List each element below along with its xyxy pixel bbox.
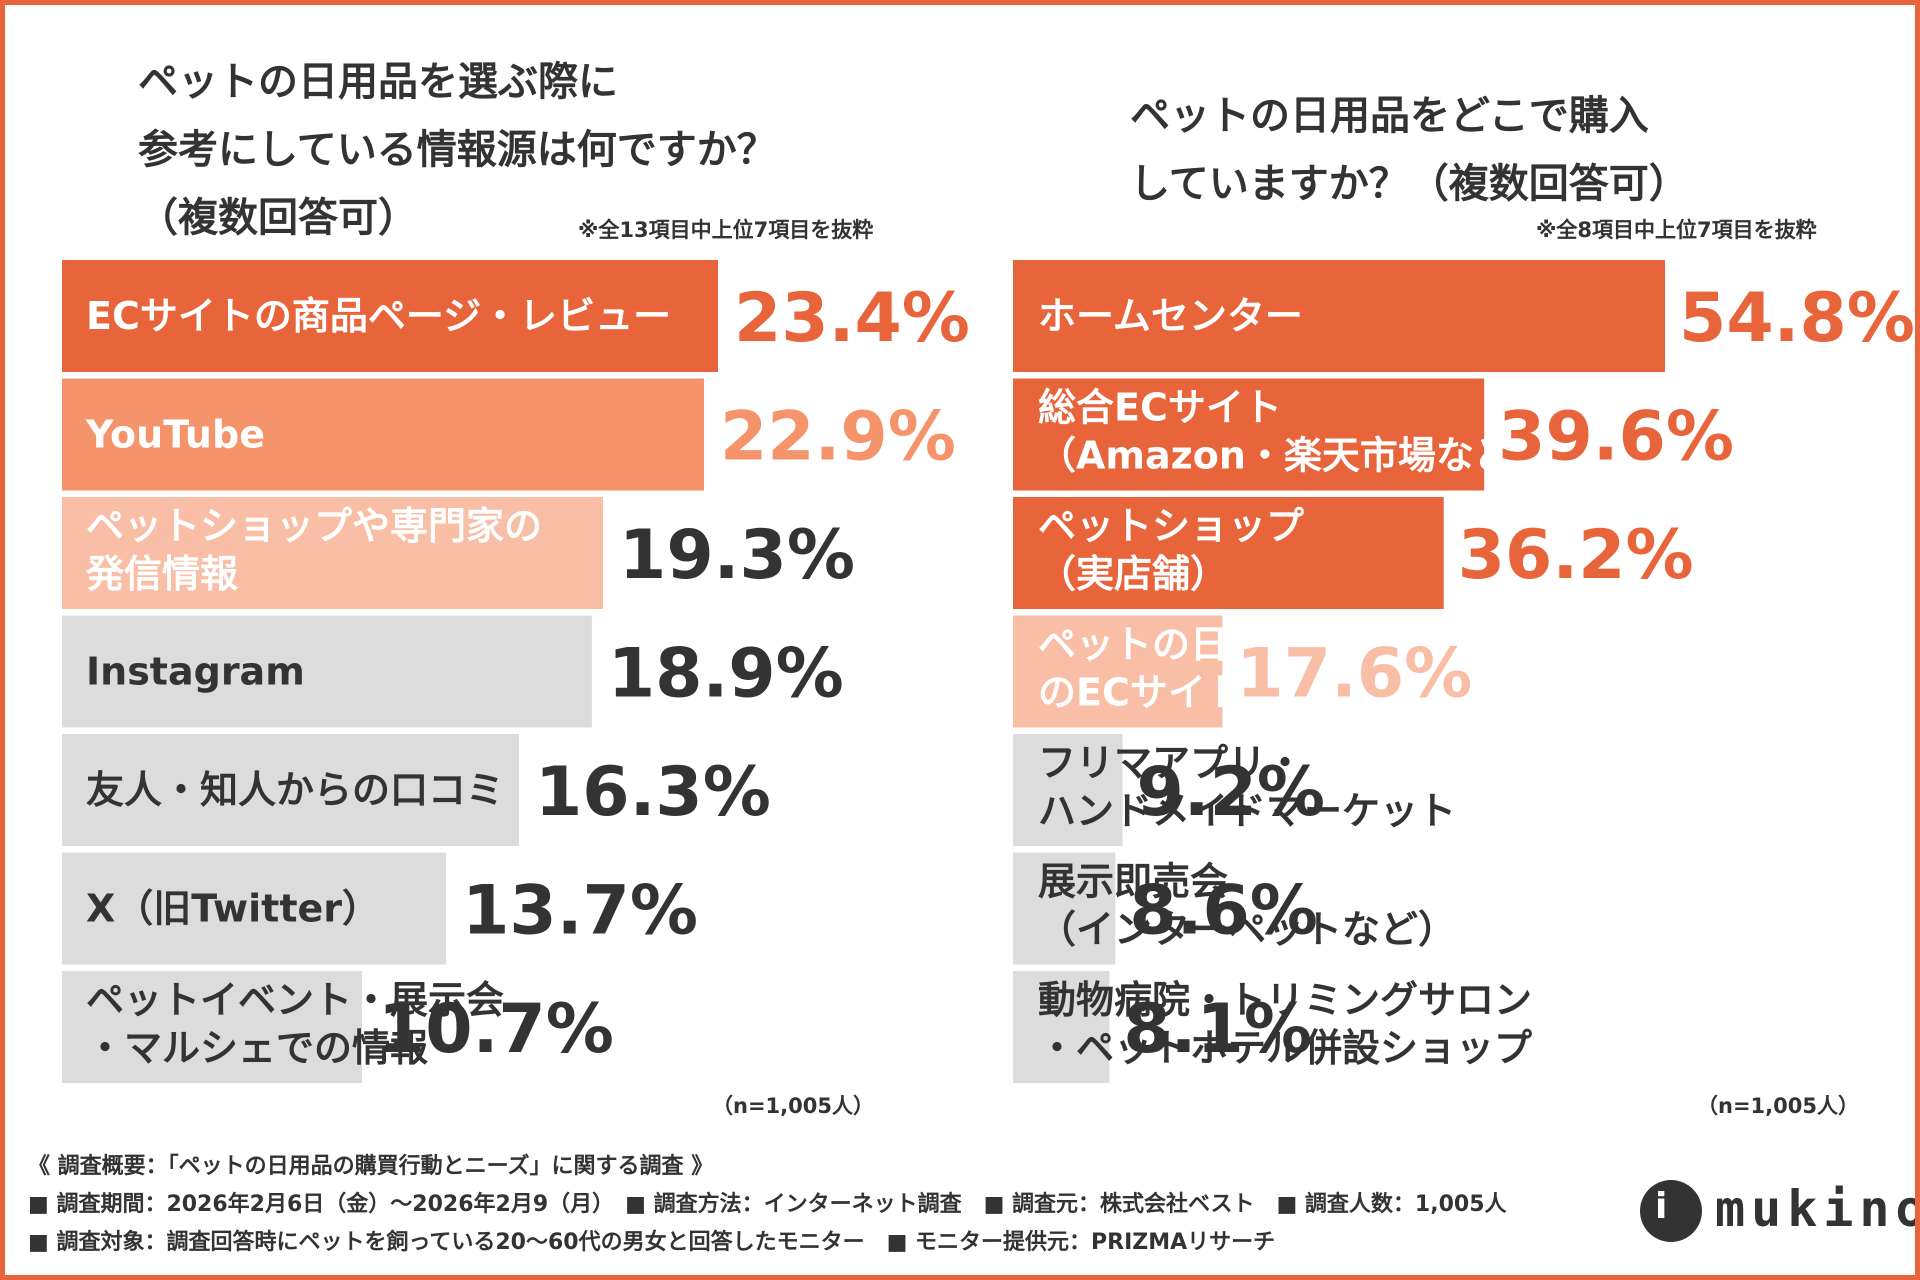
right-bar-label-5: フリマアプリ・ハンドメイドマーケット	[1038, 741, 1456, 833]
right-bar-4	[1013, 615, 1223, 728]
right-bar-label-4: ペットの日用品専門のECサイト	[1038, 623, 1380, 715]
right-bar-label-2: 総合ECサイト（Amazon・楽天市場など）	[1038, 386, 1550, 478]
right-bar-label-3: ペットショップ（実店舗）	[1038, 504, 1304, 596]
logo-wordmark: mukino	[1715, 1180, 1920, 1238]
left-value-label-4: 18.9%	[608, 635, 844, 714]
left-chart-note: ※全13項目中上位7項目を抜粋	[578, 218, 874, 242]
left-bar-4	[62, 615, 592, 728]
right-bar-5	[1013, 734, 1123, 846]
left-bar-1	[62, 260, 718, 372]
left-value-label-6: 13.7%	[462, 872, 698, 951]
logo-mark-letter: i	[1655, 1186, 1668, 1227]
right-value-label-1: 54.8%	[1679, 279, 1915, 358]
right-value-label-7: 8.1%	[1123, 990, 1312, 1069]
left-bar-label-6: X（旧Twitter）	[86, 887, 380, 931]
right-bar-2	[1013, 378, 1485, 491]
right-bar-label-1: ホームセンター	[1038, 294, 1303, 338]
mukino-logo: i mukino	[1640, 1178, 1920, 1250]
left-bar-label-4: Instagram	[86, 650, 305, 694]
left-bar-6	[62, 852, 447, 965]
right-bar-chart: ホームセンター 54.8% 総合ECサイト（Amazon・楽天市場など）39.6% ペ…	[1013, 260, 1915, 1083]
left-bar-label-2: YouTube	[85, 413, 265, 457]
left-value-label-1: 23.4%	[734, 279, 970, 358]
right-value-label-3: 36.2%	[1458, 516, 1694, 595]
right-value-label-5: 9.2%	[1136, 753, 1325, 832]
right-bar-6	[1013, 852, 1116, 965]
right-bar-label-6: 展示即売会（インターペットなど）	[1038, 860, 1456, 952]
left-bar-chart: ECサイトの商品ページ・レビュー 23.4% YouTube 22.9% ペットショップ…	[62, 260, 970, 1083]
left-bar-label-7: ペットイベント・展示会・マルシェでの情報	[86, 978, 504, 1070]
right-bar-3	[1013, 497, 1444, 609]
survey-target-line: ■ 調査対象：調査回答時にペットを飼っている20～60代の男女と回答したモニター…	[28, 1230, 1276, 1255]
left-bar-3	[62, 497, 604, 609]
survey-overview-heading: 《 調査概要：「ペットの日用品の購買行動とニーズ」に関する調査 》	[28, 1154, 714, 1179]
survey-details-line: ■ 調査期間：2026年2月6日（金）～2026年2月9（月） ■ 調査方法：イ…	[28, 1192, 1507, 1217]
right-bar-label-7: 動物病院・トリミングサロン・ペットホテル併設ショップ	[1038, 978, 1532, 1070]
left-value-label-3: 19.3%	[619, 516, 855, 595]
left-value-label-2: 22.9%	[720, 398, 956, 477]
right-value-label-2: 39.6%	[1498, 398, 1734, 477]
right-chart-title: ペットの日用品をどこで購入 していますか？（複数回答可）	[1130, 93, 1689, 207]
left-bar-7	[62, 971, 362, 1083]
left-chart-title: ペットの日用品を選ぶ際に 参考にしている情報源は何ですか？ （複数回答可）	[138, 59, 777, 241]
left-value-label-5: 16.3%	[535, 753, 771, 832]
left-value-label-7: 10.7%	[378, 990, 614, 1069]
right-sample-size: （n=1,005人）	[1697, 1094, 1859, 1118]
right-value-label-6: 8.6%	[1129, 872, 1318, 951]
left-bar-label-5: 友人・知人からの口コミ	[86, 768, 504, 812]
left-bar-label-3: ペットショップや専門家の発信情報	[86, 504, 542, 596]
logo-mark: i	[1640, 1180, 1702, 1242]
right-bar-1	[1013, 260, 1665, 372]
right-value-label-4: 17.6%	[1236, 635, 1472, 714]
left-bar-5	[62, 734, 519, 846]
left-bar-label-1: ECサイトの商品ページ・レビュー	[86, 294, 671, 338]
right-chart-note: ※全8項目中上位7項目を抜粋	[1536, 218, 1817, 242]
left-sample-size: （n=1,005人）	[712, 1094, 874, 1118]
right-bar-7	[1013, 971, 1110, 1083]
left-bar-2	[62, 378, 704, 491]
